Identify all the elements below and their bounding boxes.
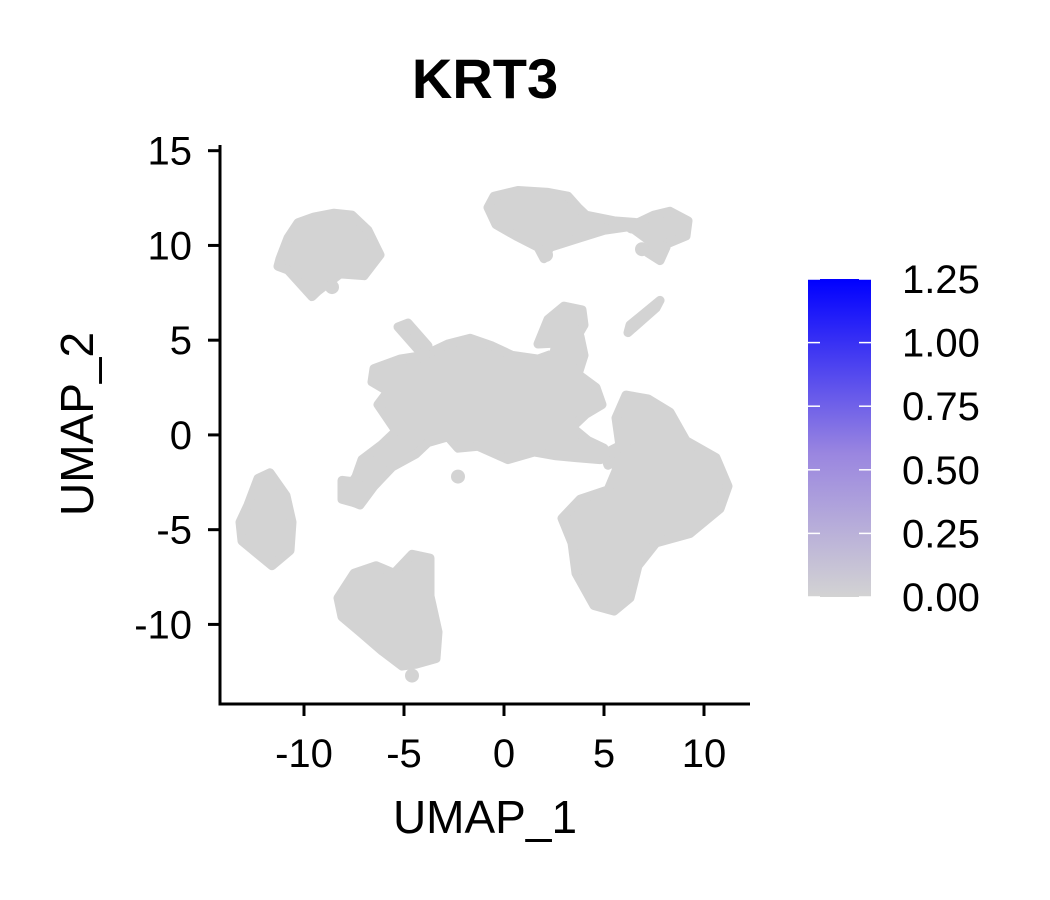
y-axis-ticks: 15 10 5 0 -5 -10	[134, 130, 220, 647]
y-tick-label: -5	[156, 509, 192, 553]
cell-point	[539, 247, 553, 262]
colorbar-tick-label: 0.75	[902, 385, 980, 429]
cell-point	[635, 242, 649, 257]
x-axis-title: UMAP_1	[393, 791, 577, 843]
cell-cluster-left-small	[235, 468, 297, 571]
point-cloud	[235, 186, 733, 683]
y-tick-label: 0	[170, 414, 192, 458]
cell-point	[625, 219, 639, 234]
x-tick-label: 10	[682, 732, 727, 776]
cell-cluster-central-spike	[393, 318, 433, 355]
cell-cluster-top-right-tail	[643, 237, 671, 266]
y-tick-label: 5	[170, 319, 192, 363]
cell-point	[405, 668, 419, 683]
colorbar-tick-label: 1.25	[902, 258, 980, 302]
y-tick-label: -10	[134, 603, 192, 647]
cell-point	[451, 469, 465, 484]
cell-cluster-central	[337, 331, 609, 510]
x-tick-label: -10	[275, 732, 333, 776]
y-axis-title: UMAP_2	[51, 332, 103, 516]
colorbar-tick-label: 0.00	[902, 576, 980, 620]
x-tick-label: 0	[493, 732, 515, 776]
cell-cluster-small-streak	[623, 295, 665, 338]
x-tick-label: -5	[386, 732, 422, 776]
y-tick-label: 15	[148, 130, 193, 174]
colorbar-tick-label: 1.00	[902, 322, 980, 366]
cell-cluster-top-left	[273, 208, 385, 302]
colorbar-tick-label: 0.25	[902, 512, 980, 556]
cell-cluster-central-top-lobe	[533, 301, 589, 349]
chart-title: KRT3	[412, 47, 558, 110]
x-tick-label: 5	[593, 732, 615, 776]
cell-cluster-bottom	[333, 549, 443, 671]
colorbar-tick-label: 0.50	[902, 449, 980, 493]
colorbar-fill	[808, 279, 871, 597]
colorbar: 1.25 1.00 0.75 0.50 0.25 0.00	[808, 258, 980, 620]
cell-cluster-mid-left-dot	[337, 475, 363, 508]
x-axis-ticks: -10 -5 0 5 10	[275, 704, 726, 776]
cell-point	[415, 348, 429, 363]
cell-cluster-right-spur	[599, 438, 631, 470]
cell-cluster-right-large	[557, 390, 733, 616]
cell-point	[325, 280, 339, 295]
y-tick-label: 10	[148, 224, 193, 268]
colorbar-ticks: 1.25 1.00 0.75 0.50 0.25 0.00	[808, 258, 980, 620]
